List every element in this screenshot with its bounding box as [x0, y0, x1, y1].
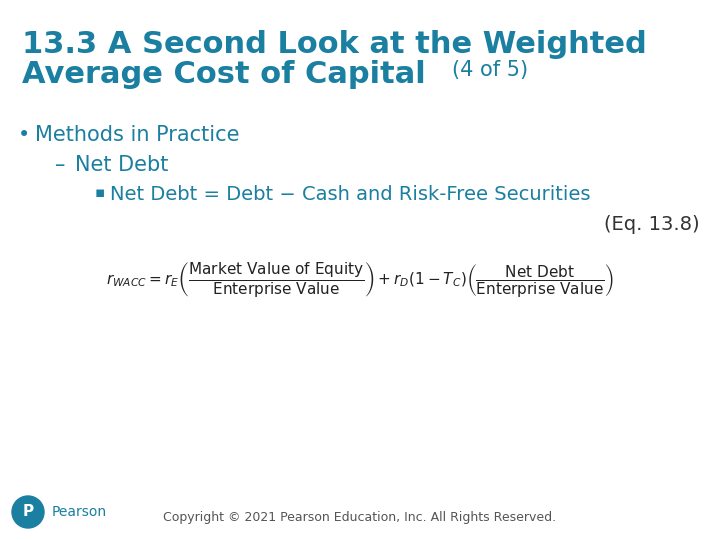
Text: (4 of 5): (4 of 5) [452, 60, 528, 80]
Text: 13.3 A Second Look at the Weighted: 13.3 A Second Look at the Weighted [22, 30, 647, 59]
Text: (Eq. 13.8): (Eq. 13.8) [604, 215, 700, 234]
Text: Pearson: Pearson [52, 505, 107, 519]
Text: Methods in Practice: Methods in Practice [35, 125, 240, 145]
Text: –: – [55, 155, 66, 175]
Text: ▪: ▪ [95, 185, 105, 200]
Text: $r_{WACC} = r_E \left( \dfrac{\mathrm{Market\ Value\ of\ Equity}}{\mathrm{Enterp: $r_{WACC} = r_E \left( \dfrac{\mathrm{Ma… [106, 260, 614, 299]
Text: Net Debt: Net Debt [75, 155, 168, 175]
Text: •: • [18, 125, 30, 145]
Text: P: P [22, 504, 34, 519]
Text: Copyright © 2021 Pearson Education, Inc. All Rights Reserved.: Copyright © 2021 Pearson Education, Inc.… [163, 511, 557, 524]
Text: Average Cost of Capital: Average Cost of Capital [22, 60, 436, 89]
Circle shape [12, 496, 44, 528]
Text: Net Debt = Debt − Cash and Risk-Free Securities: Net Debt = Debt − Cash and Risk-Free Sec… [110, 185, 590, 204]
